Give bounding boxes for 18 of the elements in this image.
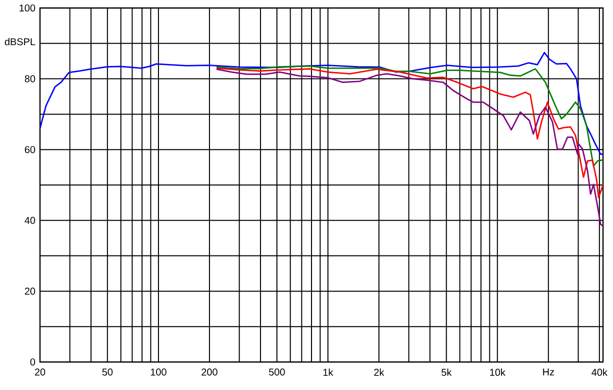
x-tick-label: 10k — [490, 368, 506, 376]
y-tick-label: 100 — [20, 4, 36, 12]
x-tick-label: Hz — [543, 368, 554, 376]
x-tick-label: 500 — [269, 368, 285, 376]
x-tick-label: 100 — [150, 368, 166, 376]
x-tick-label: 1k — [323, 368, 334, 376]
y-tick-label: 40 — [24, 216, 36, 224]
x-tick-label: 40k — [592, 368, 608, 376]
y-tick-label: 80 — [24, 75, 36, 82]
x-tick-label: 50 — [102, 368, 113, 376]
x-tick-label: 2k — [374, 368, 384, 376]
x-tick-label: 5k — [442, 368, 452, 376]
y-axis-title: dBSPL — [4, 38, 36, 46]
y-tick-label: 0 — [30, 358, 36, 366]
x-tick-label: 200 — [202, 368, 218, 376]
x-tick-label: 20 — [34, 368, 46, 376]
y-tick-label: 60 — [24, 146, 36, 154]
y-tick-label: 20 — [24, 288, 36, 295]
